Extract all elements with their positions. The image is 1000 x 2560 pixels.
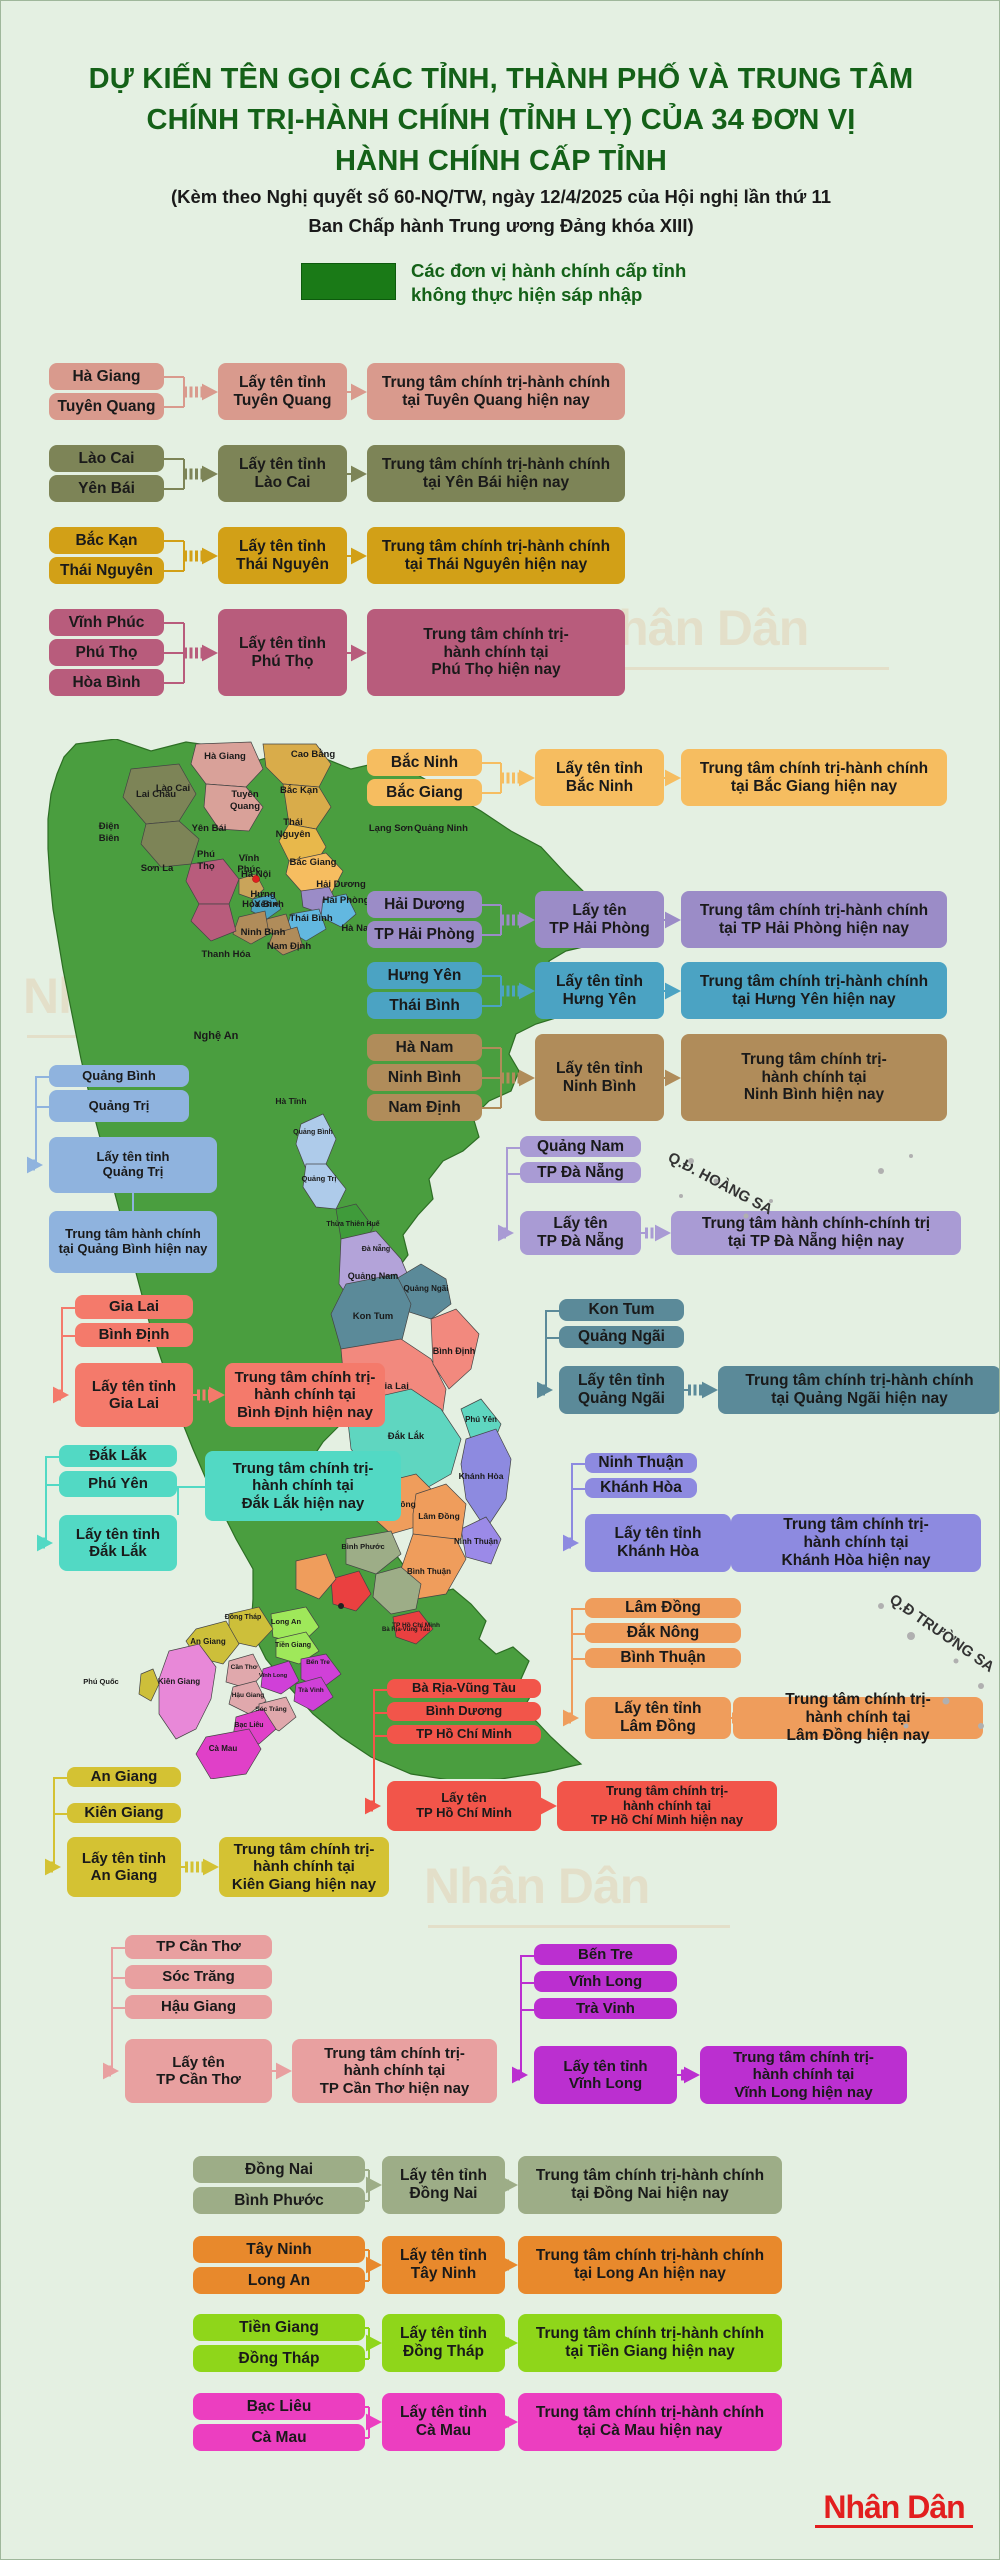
svg-text:Bình Phước: Bình Phước [341, 1542, 384, 1551]
svg-text:Kiên Giang: Kiên Giang [158, 1677, 200, 1686]
svg-text:Cà Mau: Cà Mau [209, 1744, 238, 1753]
svg-text:Trà Vinh: Trà Vinh [298, 1687, 324, 1694]
svg-text:Phú Yên: Phú Yên [465, 1415, 497, 1424]
svg-text:Cần Thơ: Cần Thơ [231, 1662, 258, 1671]
svg-text:Ninh Thuận: Ninh Thuận [454, 1537, 498, 1546]
svg-text:Quang: Quang [230, 801, 260, 812]
svg-text:Tiền Giang: Tiền Giang [275, 1640, 311, 1649]
svg-text:Nguyên: Nguyên [276, 829, 311, 840]
svg-text:Thừa Thiên Huế: Thừa Thiên Huế [326, 1220, 379, 1228]
svg-text:Điện: Điện [99, 821, 120, 832]
svg-text:Đà Nẵng: Đà Nẵng [362, 1244, 390, 1253]
svg-text:Bình Thuận: Bình Thuận [407, 1567, 451, 1576]
svg-text:Vĩnh: Vĩnh [239, 853, 260, 864]
svg-text:Kon Tum: Kon Tum [353, 1311, 393, 1322]
svg-text:Yên: Yên [254, 899, 272, 910]
svg-text:Ninh Bình: Ninh Bình [241, 927, 286, 938]
svg-text:Lâm Đồng: Lâm Đồng [418, 1511, 460, 1521]
svg-text:Hà Giang: Hà Giang [204, 751, 246, 762]
svg-text:Đắk Lắk: Đắk Lắk [388, 1430, 425, 1442]
svg-text:Quảng Bình: Quảng Bình [293, 1129, 333, 1136]
svg-text:Khánh Hòa: Khánh Hòa [459, 1471, 504, 1481]
svg-text:Sơn La: Sơn La [141, 863, 174, 874]
svg-text:Đồng Tháp: Đồng Tháp [225, 1612, 262, 1621]
svg-text:Yên Bái: Yên Bái [192, 823, 227, 834]
svg-text:Hà Tĩnh: Hà Tĩnh [275, 1096, 306, 1106]
svg-text:Bình Định: Bình Định [433, 1346, 476, 1356]
svg-text:Biên: Biên [99, 833, 120, 844]
svg-text:Quảng Trị: Quảng Trị [301, 1174, 336, 1183]
svg-text:Bắc Kạn: Bắc Kạn [280, 784, 318, 796]
svg-text:Hải Phòng: Hải Phòng [323, 895, 370, 906]
svg-text:Bắc Giang: Bắc Giang [290, 856, 337, 868]
svg-text:An Giang: An Giang [190, 1637, 226, 1646]
svg-text:Quảng Ninh: Quảng Ninh [414, 823, 468, 834]
svg-text:Hải Dương: Hải Dương [316, 879, 366, 890]
svg-text:Bà Rịa-Vũng Tàu: Bà Rịa-Vũng Tàu [382, 1627, 430, 1633]
svg-text:Tuyên: Tuyên [231, 789, 258, 800]
svg-text:Thanh Hóa: Thanh Hóa [201, 949, 251, 960]
svg-text:Sóc Trăng: Sóc Trăng [255, 1706, 286, 1713]
svg-text:Quảng Ngãi: Quảng Ngãi [404, 1284, 449, 1293]
svg-text:Bạc Liêu: Bạc Liêu [234, 1722, 263, 1729]
svg-text:Nghệ An: Nghệ An [194, 1030, 239, 1042]
svg-text:Hậu Giang: Hậu Giang [232, 1692, 265, 1699]
svg-text:Lạng Sơn: Lạng Sơn [369, 823, 413, 834]
svg-text:Quảng Nam: Quảng Nam [348, 1271, 399, 1281]
svg-text:Cao Bằng: Cao Bằng [291, 748, 336, 760]
svg-text:Nam Định: Nam Định [267, 941, 312, 952]
svg-text:Thọ: Thọ [197, 861, 215, 872]
svg-text:Phú Quốc: Phú Quốc [83, 1677, 118, 1686]
svg-text:Thái: Thái [283, 817, 303, 828]
svg-text:Bến Tre: Bến Tre [306, 1658, 330, 1666]
svg-text:Thái Bình: Thái Bình [289, 913, 332, 924]
svg-text:Long An: Long An [271, 1617, 302, 1626]
svg-text:Lào Cai: Lào Cai [156, 783, 190, 794]
svg-text:Vĩnh Long: Vĩnh Long [259, 1673, 288, 1679]
svg-text:Phú: Phú [197, 849, 215, 860]
